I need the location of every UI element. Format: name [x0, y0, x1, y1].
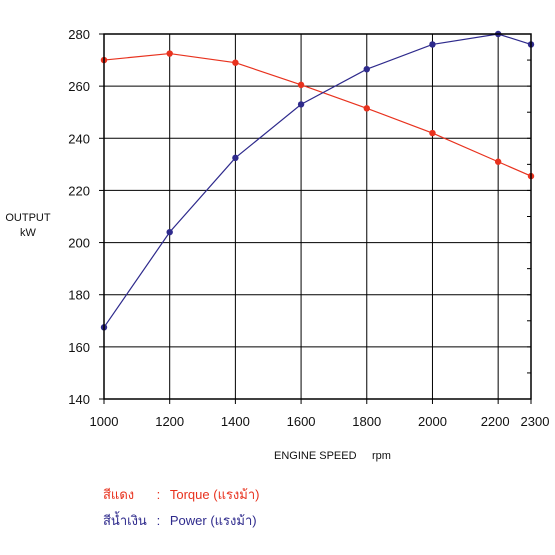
y-tick-label: 140 [68, 392, 90, 407]
y-tick-label: 240 [68, 131, 90, 146]
chart-series [100, 30, 535, 331]
x-tick-label: 1400 [221, 414, 250, 429]
torque-point [166, 50, 173, 57]
legend-color-name: สีน้ำเงิน [103, 513, 147, 528]
torque-point [494, 158, 502, 165]
chart-grid [104, 34, 531, 399]
legend-entry-power: สีน้ำเงิน : Power (แรงม้า) [103, 513, 257, 529]
legend-color-name: สีแดง [103, 487, 135, 502]
chart-ticks: 1000 1200 1400 1600 1800 2000 2200 2300 140 160 18… [68, 27, 549, 429]
y-tick-label: 260 [68, 79, 90, 94]
y-tick-label: 220 [68, 183, 90, 198]
x-tick-label: 1600 [287, 414, 316, 429]
y-tick-label: 200 [68, 236, 90, 251]
x-tick-label: 1200 [155, 414, 184, 429]
torque-point [297, 81, 305, 89]
power-point [297, 101, 305, 108]
y-axis-label-line2: kW [20, 227, 37, 239]
legend-entry-torque: สีแดง : Torque (แรงม้า) [103, 487, 259, 503]
legend-series-label: Power (แรงม้า) [169, 513, 257, 528]
torque-point [363, 105, 370, 112]
legend-separator: : [156, 513, 161, 528]
x-tick-label: 2200 [481, 414, 510, 429]
y-tick-label: 160 [68, 340, 90, 355]
x-tick-label: 2000 [418, 414, 447, 429]
y-axis-label-line1: OUTPUT [5, 212, 51, 224]
torque-point [232, 59, 239, 66]
legend-separator: : [156, 487, 161, 502]
power-line [103, 33, 532, 328]
x-axis-label: ENGINE SPEED [274, 450, 357, 462]
power-point [166, 228, 173, 236]
y-tick-label: 280 [68, 27, 90, 42]
power-point [429, 41, 436, 48]
x-axis-unit: rpm [372, 450, 391, 462]
plot-area-frame [103, 33, 532, 400]
x-tick-label: 1000 [90, 414, 119, 429]
x-tick-label: 1800 [352, 414, 381, 429]
legend-series-label: Torque (แรงม้า) [169, 487, 260, 502]
torque-line [103, 52, 532, 177]
power-point [363, 65, 370, 73]
torque-point [429, 129, 436, 137]
y-tick-label: 180 [68, 288, 90, 303]
x-tick-label: 2300 [521, 414, 550, 429]
power-point [232, 154, 239, 162]
